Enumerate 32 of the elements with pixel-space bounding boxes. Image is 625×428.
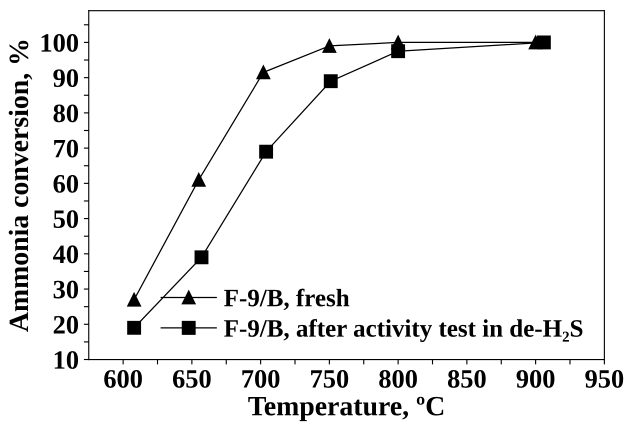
x-tick-label: 850 [448,370,486,388]
y-tick-label: 20 [54,316,78,334]
x-tick-label: 700 [242,370,280,388]
x-tick-label: 950 [585,370,624,388]
point [536,35,551,50]
y-tick-label: 40 [53,245,78,264]
y-tick-label: 100 [42,34,78,52]
y-tick-label: 50 [54,210,78,228]
x-tick-label: 650 [172,370,211,388]
y-tick-label: 30 [54,280,78,298]
legend-label: F-9/B, fresh [224,288,350,310]
y-axis-title: Ammonia conversion, % [8,40,32,332]
x-tick-label: 750 [311,370,348,388]
point [194,250,208,264]
y-tick-label: 60 [54,174,78,193]
y-tick-label: 70 [54,140,78,158]
y-tick-label: 90 [53,69,78,88]
x-tick-label: 800 [379,370,417,388]
point [256,65,270,80]
point [192,172,206,187]
x-tick-label: 600 [104,370,142,388]
point [259,144,274,159]
x-axis-title: Temperature, ºC [248,396,444,422]
point [322,38,336,53]
y-tick-label: 10 [54,351,78,369]
y-tick-label: 80 [54,104,78,122]
point [324,74,338,88]
point [391,44,406,58]
point [127,292,142,307]
x-tick-label: 900 [516,370,554,388]
point [127,320,142,335]
legend-label: F-9/B, after activity test in de-H₂S [224,319,582,342]
